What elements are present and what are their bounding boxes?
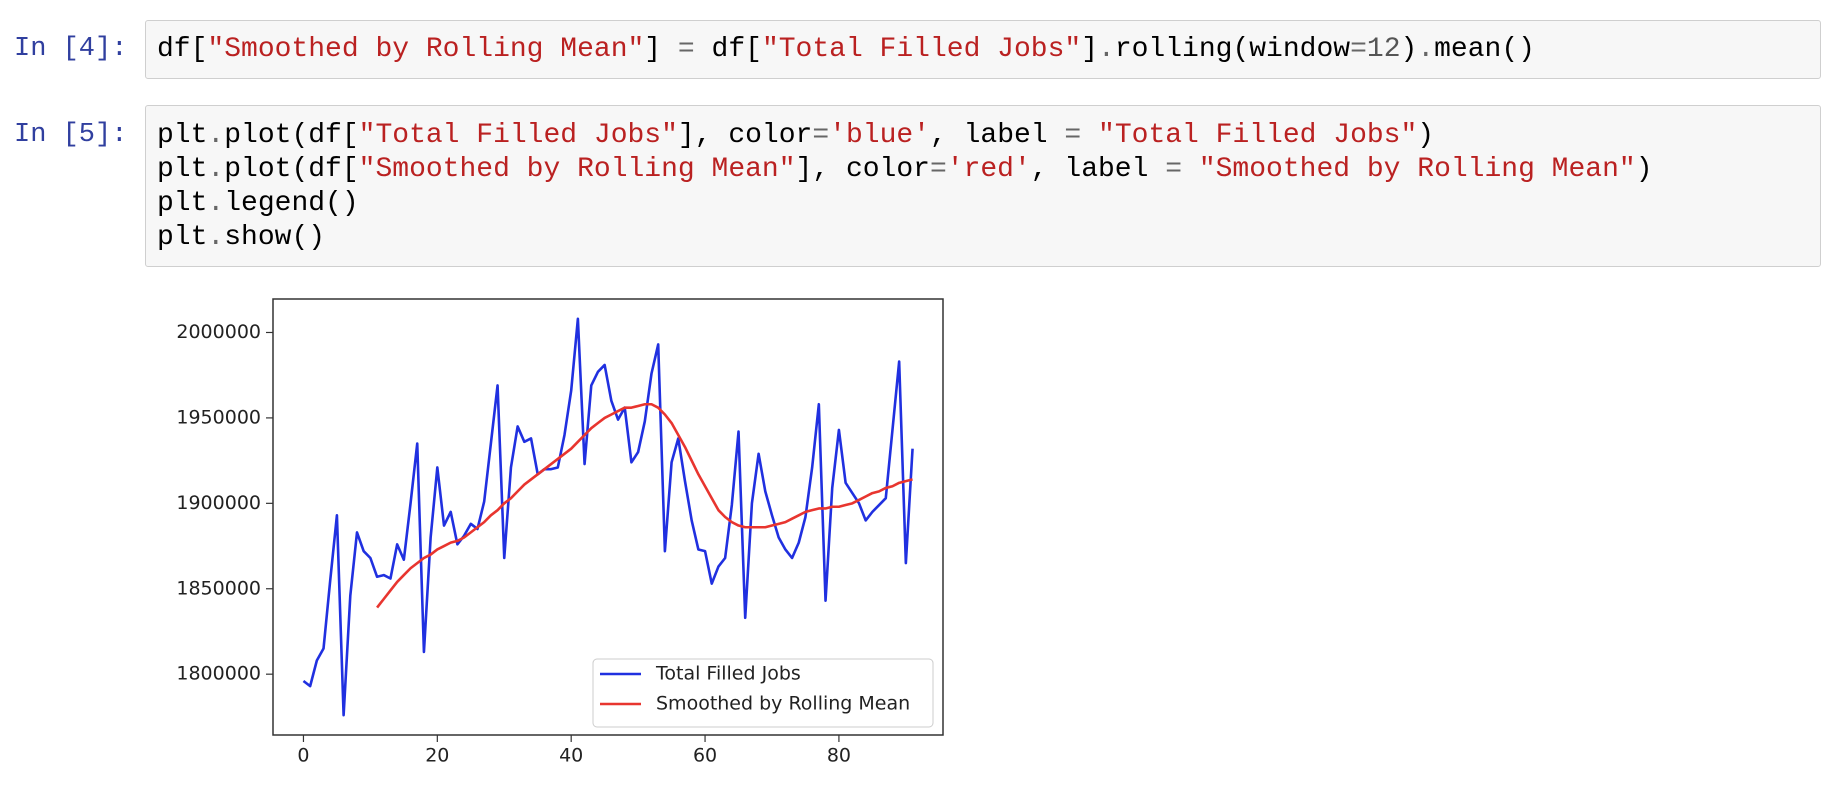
- code-token: 12: [1366, 34, 1401, 65]
- code-token: =: [929, 154, 947, 185]
- code-token: "Total Filled Jobs": [1098, 120, 1418, 151]
- code-token: .: [207, 188, 225, 219]
- x-tick-label: 0: [297, 745, 309, 767]
- y-tick-label: 1900000: [176, 492, 261, 514]
- x-tick-label: 40: [559, 745, 583, 767]
- code-token: , label: [929, 120, 1048, 151]
- code-token: 'blue': [829, 120, 930, 151]
- code-token: plt: [157, 154, 208, 185]
- x-tick-label: 20: [425, 745, 449, 767]
- code-input[interactable]: plt.plot(df["Total Filled Jobs"], color=…: [145, 105, 1821, 267]
- y-tick-label: 1800000: [176, 663, 261, 685]
- code-token: df[: [157, 34, 208, 65]
- code-token: plot(df[: [224, 120, 359, 151]
- code-token: .: [1098, 34, 1115, 65]
- x-tick-label: 60: [693, 745, 717, 767]
- code-token: "Smoothed by Rolling Mean": [207, 34, 645, 65]
- code-token: df[: [694, 34, 762, 65]
- code-token: ]: [1081, 34, 1099, 65]
- code-token: =: [1047, 120, 1099, 151]
- code-token: "Smoothed by Rolling Mean": [358, 154, 796, 185]
- code-token: .: [207, 120, 225, 151]
- code-token: plt: [157, 120, 208, 151]
- code-line: plt.plot(df["Smoothed by Rolling Mean"],…: [157, 153, 1820, 187]
- code-input[interactable]: df["Smoothed by Rolling Mean"] = df["Tot…: [145, 20, 1821, 79]
- code-token: .: [207, 222, 225, 253]
- plot-frame: [272, 298, 944, 736]
- series-line: [302, 317, 914, 717]
- code-token: =: [812, 120, 830, 151]
- chart: 1800000 1850000 1900000 1950000 2000000 0 20 40…: [176, 298, 944, 767]
- code-token: ]: [644, 34, 678, 65]
- code-token: .: [207, 154, 225, 185]
- code-token: =: [1350, 34, 1367, 65]
- code-token: =: [677, 34, 695, 65]
- x-tick-label: 80: [827, 745, 851, 767]
- series-line: [376, 402, 913, 609]
- y-tick-label: 1850000: [176, 577, 261, 599]
- code-token: plt: [157, 222, 208, 253]
- code-cell: In [4]: df["Smoothed by Rolling Mean"] =…: [0, 20, 1844, 79]
- cell-prompt: In [4]:: [14, 34, 128, 64]
- code-token: "Total Filled Jobs": [358, 120, 678, 151]
- code-token: "Total Filled Jobs": [761, 34, 1082, 65]
- y-tick-label: 2000000: [176, 321, 261, 343]
- code-token: legend(): [224, 188, 359, 219]
- code-token: ): [1400, 34, 1418, 65]
- code-token: show(): [224, 222, 326, 253]
- code-token: , label: [1030, 154, 1149, 185]
- code-line: plt.show(): [157, 221, 1820, 255]
- code-token: =: [1148, 154, 1199, 185]
- legend-box: [592, 658, 934, 728]
- code-line: df["Smoothed by Rolling Mean"] = df["Tot…: [157, 33, 1820, 67]
- legend-label: Total Filled Jobs: [655, 663, 801, 685]
- code-token: ): [1417, 120, 1435, 151]
- code-token: plot(df[: [224, 154, 359, 185]
- code-token: "Smoothed by Rolling Mean": [1198, 154, 1636, 185]
- code-token: ], color: [677, 120, 813, 151]
- code-token: ): [1635, 154, 1653, 185]
- code-token: .: [1417, 34, 1435, 65]
- code-cell: In [5]: plt.plot(df["Total Filled Jobs"]…: [0, 105, 1844, 267]
- code-line: plt.plot(df["Total Filled Jobs"], color=…: [157, 119, 1820, 153]
- code-token: 'red': [946, 154, 1031, 185]
- code-token: plt: [157, 188, 208, 219]
- code-token: mean(): [1434, 34, 1535, 65]
- cell-prompt: In [5]:: [14, 120, 128, 150]
- legend-label: Smoothed by Rolling Mean: [656, 693, 910, 715]
- y-tick-label: 1950000: [176, 406, 261, 428]
- code-line: plt.legend(): [157, 187, 1820, 221]
- code-token: ], color: [795, 154, 930, 185]
- code-token: rolling(window: [1114, 34, 1351, 65]
